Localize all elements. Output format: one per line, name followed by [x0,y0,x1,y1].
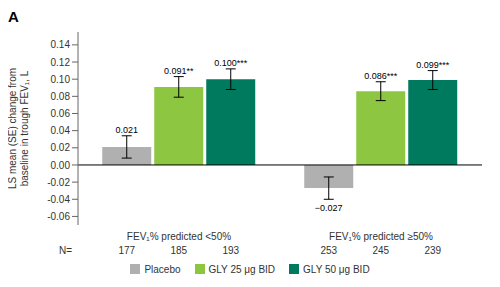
svg-text:LS mean (SE) change frombaseli: LS mean (SE) change frombaseline in trou… [8,68,30,189]
svg-text:FEV₁% predicted ≥50%: FEV₁% predicted ≥50% [329,231,433,242]
svg-text:N=: N= [59,245,72,256]
svg-text:0.086***: 0.086*** [364,71,398,81]
svg-text:0.08: 0.08 [51,91,71,102]
svg-text:239: 239 [424,245,441,256]
svg-text:-0.06: -0.06 [47,211,70,222]
svg-text:193: 193 [222,245,239,256]
svg-text:177: 177 [118,245,135,256]
svg-text:FEV₁% predicted <50%: FEV₁% predicted <50% [127,231,231,242]
svg-text:245: 245 [372,245,389,256]
svg-text:0.00: 0.00 [51,160,71,171]
svg-text:0.091**: 0.091** [164,66,194,76]
svg-text:−0.027: −0.027 [315,203,343,213]
svg-text:0.14: 0.14 [51,39,71,50]
svg-text:-0.02: -0.02 [47,177,70,188]
svg-text:0.06: 0.06 [51,108,71,119]
html-text:Placebo: Placebo [144,263,181,275]
svg-text:0.04: 0.04 [51,125,71,136]
svg-text:0.10: 0.10 [51,74,71,85]
svg-text:253: 253 [320,245,337,256]
html-text:A: A [8,8,19,25]
svg-text:-0.04: -0.04 [47,194,70,205]
svg-text:0.099***: 0.099*** [416,60,450,70]
html-text:GLY 25 μg BID: GLY 25 μg BID [208,263,276,275]
svg-text:0.12: 0.12 [51,57,71,68]
html-text:GLY 50 μg BID: GLY 50 μg BID [303,263,370,275]
svg-text:0.021: 0.021 [115,125,138,135]
svg-text:0.100***: 0.100*** [214,58,248,68]
svg-text:0.02: 0.02 [51,142,71,153]
svg-text:185: 185 [170,245,187,256]
